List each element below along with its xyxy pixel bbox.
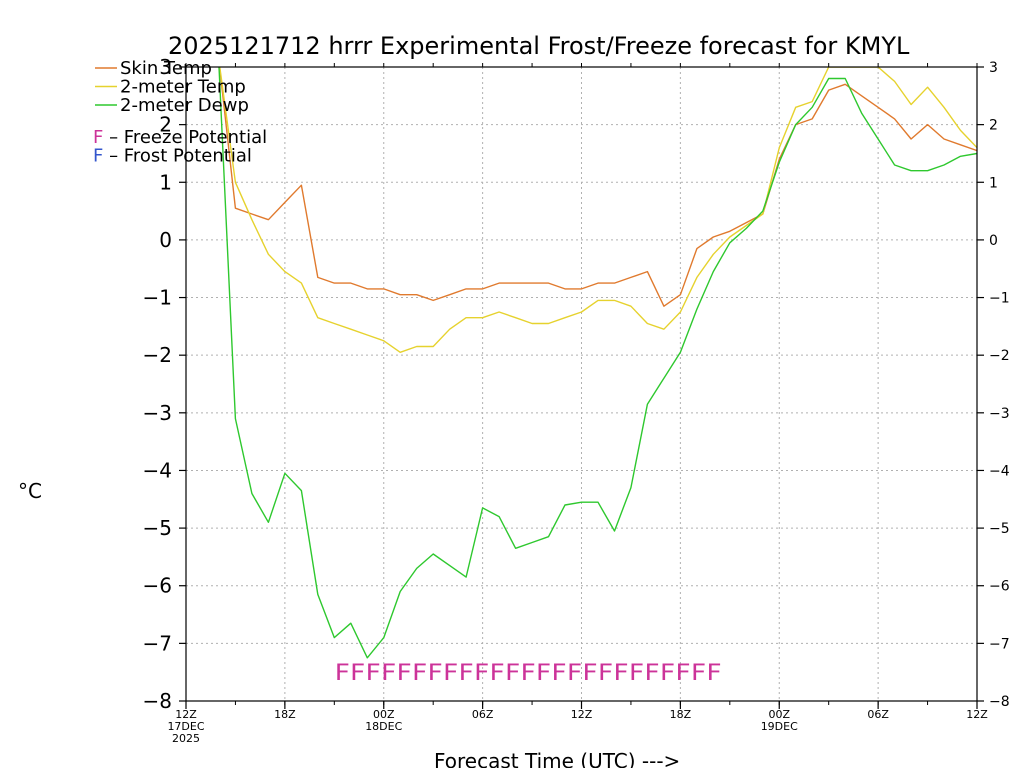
x-tick-label: 18DEC: [365, 720, 402, 733]
y-tick-label-right: 3: [989, 60, 998, 76]
y-tick-label-right: 1: [989, 175, 998, 191]
x-tick-label: 06Z: [472, 708, 494, 721]
grid: [186, 67, 977, 701]
axis-ticks: 3 3 2 2 1 1 0 0 −1 −1 −2 −2 −3 −3 −4 −4 −5 −5 −6 −6 −7 −7 −8 −8…: [143, 55, 1010, 745]
legend-label: 2-meter Dewp: [120, 95, 249, 116]
x-tick-label: 00Z: [768, 708, 790, 721]
legend-note-symbol: F: [93, 146, 103, 167]
legend-note: F – Frost Potential: [93, 146, 252, 167]
y-tick-label-left: −3: [143, 401, 172, 425]
x-tick-label: 12Z: [175, 708, 197, 721]
x-tick-label: 12Z: [966, 708, 988, 721]
x-tick-label: 00Z: [373, 708, 395, 721]
y-tick-label-right: 2: [989, 118, 998, 134]
y-tick-label-right: 0: [989, 233, 998, 249]
legend-note-symbol: F: [93, 127, 103, 148]
x-tick-label: 18Z: [274, 708, 296, 721]
series-line-2-meter-temp: [219, 67, 977, 353]
y-tick-label-right: −7: [989, 636, 1010, 652]
legend-label: 2-meter Temp: [120, 77, 246, 98]
y-tick-label-right: −1: [989, 291, 1010, 307]
x-tick-label: 2025: [172, 732, 200, 745]
y-tick-label-right: −8: [989, 694, 1010, 710]
y-tick-label-left: 3: [159, 55, 172, 79]
y-tick-label-left: −8: [143, 689, 172, 713]
y-tick-label-left: 2: [159, 113, 172, 137]
legend-note-label: – Freeze Potential: [103, 127, 267, 148]
legend-note: F – Freeze Potential: [93, 127, 267, 148]
y-tick-label-right: −5: [989, 521, 1010, 537]
series-line-2-meter-dewp: [218, 67, 977, 659]
freeze-potential-row: FFFFFFFFFFFFFFFFFFFFFFFFF: [334, 661, 721, 686]
x-tick-label: 19DEC: [761, 720, 798, 733]
x-tick-label: 12Z: [571, 708, 593, 721]
y-tick-label-left: −6: [143, 574, 172, 598]
x-tick-label: 17DEC: [167, 720, 204, 733]
y-tick-label-left: −5: [143, 516, 172, 540]
y-tick-label-left: −1: [143, 286, 172, 310]
y-tick-label-left: −4: [143, 458, 172, 482]
y-tick-label-right: −6: [989, 579, 1010, 595]
x-tick-label: 06Z: [867, 708, 889, 721]
y-tick-label-right: −3: [989, 406, 1010, 422]
y-axis-label: °C: [18, 479, 42, 503]
legend-label: Skin Temp: [120, 58, 212, 79]
x-axis-label: Forecast Time (UTC) --->: [434, 749, 680, 768]
x-tick-label: 18Z: [670, 708, 692, 721]
series-line-skin-temp: [218, 67, 977, 307]
y-tick-label-right: −2: [989, 348, 1010, 364]
y-tick-label-left: 0: [159, 228, 172, 252]
y-tick-label-left: −2: [143, 343, 172, 367]
y-tick-label-right: −4: [989, 463, 1010, 479]
legend-note-label: – Frost Potential: [103, 146, 252, 167]
series-lines: [218, 67, 977, 659]
y-tick-label-left: 1: [159, 170, 172, 194]
chart-title: 2025121712 hrrr Experimental Frost/Freez…: [168, 32, 910, 60]
y-tick-label-left: −7: [143, 631, 172, 655]
